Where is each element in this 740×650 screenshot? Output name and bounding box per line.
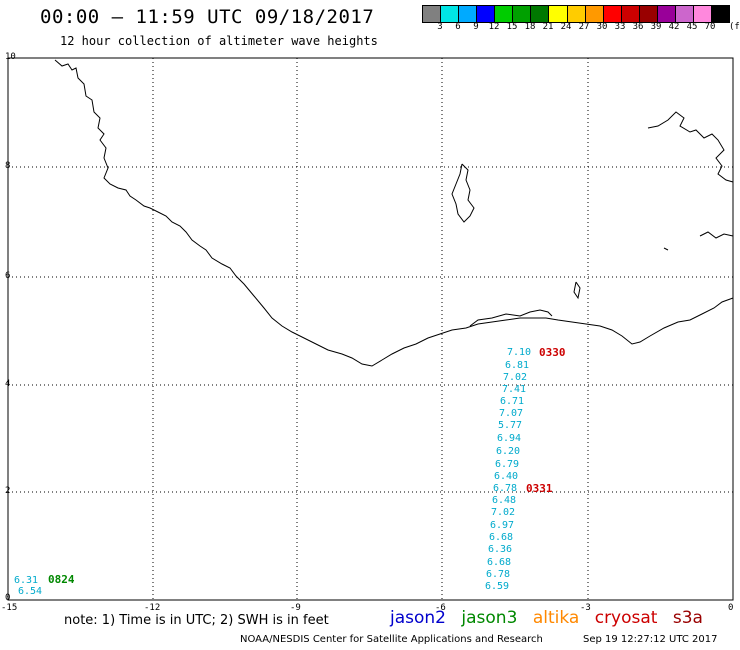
- legend-swatch: [477, 6, 496, 22]
- swh-reading: 6.78: [493, 483, 518, 494]
- legend-label: 39: [650, 22, 662, 32]
- legend-label: 33: [614, 22, 626, 32]
- legend-swatch: [621, 6, 640, 22]
- footnote: note: 1) Time is in UTC; 2) SWH is in fe…: [64, 613, 329, 628]
- legend-swatch: [459, 6, 478, 22]
- swh-reading: 7.07: [499, 408, 524, 419]
- satellite-name: jason3: [461, 608, 518, 628]
- satellite-legend: jason2 jason3 altika cryosat s3a: [390, 608, 713, 628]
- x-axis-label-m3: -3: [580, 603, 591, 613]
- map-title: 00:00 – 11:59 UTC 09/18/2017: [40, 6, 375, 28]
- y-axis-label-0: 0: [5, 593, 11, 603]
- swh-reading: 7.41: [502, 384, 527, 395]
- swh-reading: 6.71: [500, 396, 525, 407]
- coastline: [54, 59, 734, 367]
- pass-time-label: 0331: [526, 482, 553, 495]
- legend-label: 42: [668, 22, 680, 32]
- legend-swatch: [495, 6, 514, 22]
- swh-reading: 6.48: [492, 495, 517, 506]
- swh-reading: 6.79: [495, 459, 520, 470]
- y-axis-label-6: 6: [5, 271, 11, 281]
- legend-label: 21: [542, 22, 554, 32]
- generated-timestamp: Sep 19 12:27:12 UTC 2017: [583, 634, 718, 645]
- y-axis-label-4: 4: [5, 379, 11, 389]
- x-axis-label-m12: -12: [144, 603, 161, 613]
- legend-swatch: [567, 6, 586, 22]
- legend-label: 30: [596, 22, 608, 32]
- x-axis-label-m6: -6: [435, 603, 446, 613]
- legend-swatch: [657, 6, 676, 22]
- swh-reading: 6.94: [497, 433, 522, 444]
- legend-swatch: [423, 6, 442, 22]
- color-legend-labels: 3 6 9 12 15 18 21 24 27 30 33 36 39 42 45 70: [422, 22, 728, 32]
- swh-reading: 7.02: [503, 372, 528, 383]
- swh-reading: 7.10: [507, 347, 532, 358]
- swh-reading: 7.02: [491, 507, 516, 518]
- x-axis-label-m9: -9: [290, 603, 301, 613]
- x-axis-label-0: 0: [728, 603, 734, 613]
- swh-reading: 6.40: [494, 471, 519, 482]
- swh-reading: 6.59: [485, 581, 510, 592]
- legend-unit: (ft): [729, 22, 740, 32]
- satellite-name: jason2: [390, 608, 446, 628]
- swh-reading: 6.31: [14, 575, 39, 586]
- y-axis-label-2: 2: [5, 486, 11, 496]
- satellite-name: cryosat: [594, 608, 658, 628]
- legend-swatch: [603, 6, 622, 22]
- legend-swatch: [693, 6, 712, 22]
- map-subtitle: 12 hour collection of altimeter wave hei…: [60, 34, 378, 48]
- swh-reading: 6.20: [496, 446, 521, 457]
- swh-reading: 5.77: [498, 420, 523, 431]
- map-frame: [7, 57, 734, 601]
- legend-swatch: [441, 6, 460, 22]
- legend-swatch: [531, 6, 550, 22]
- satellite-name: altika: [532, 608, 580, 628]
- legend-swatch: [712, 6, 730, 22]
- legend-swatch: [639, 6, 658, 22]
- legend-label: 9: [473, 22, 479, 32]
- swh-reading: 6.78: [486, 569, 511, 580]
- swh-reading: 6.81: [505, 360, 530, 371]
- satellite-name: s3a: [672, 608, 703, 628]
- y-axis-label-10: 10: [5, 52, 16, 62]
- legend-label: 6: [455, 22, 461, 32]
- swh-reading: 6.36: [488, 544, 513, 555]
- x-axis-label-m15: -15: [1, 603, 18, 613]
- legend-label: 70: [704, 22, 716, 32]
- pass-time-label: 0824: [48, 573, 75, 586]
- credit-line: NOAA/NESDIS Center for Satellite Applica…: [240, 634, 543, 645]
- legend-label: 27: [578, 22, 590, 32]
- legend-swatch: [549, 6, 568, 22]
- swh-reading: 6.54: [18, 586, 43, 597]
- swh-reading: 6.68: [487, 557, 512, 568]
- legend-label: 15: [506, 22, 518, 32]
- swh-reading: 6.68: [489, 532, 514, 543]
- legend-label: 18: [524, 22, 536, 32]
- grid-lines: [8, 58, 733, 600]
- legend-label: 12: [488, 22, 500, 32]
- legend-swatch: [513, 6, 532, 22]
- y-axis-label-8: 8: [5, 161, 11, 171]
- swh-reading: 6.97: [490, 520, 515, 531]
- color-legend: [422, 5, 730, 23]
- legend-swatch: [585, 6, 604, 22]
- legend-label: 45: [686, 22, 698, 32]
- pass-time-label: 0330: [539, 346, 566, 359]
- legend-label: 36: [632, 22, 644, 32]
- legend-label: 3: [437, 22, 443, 32]
- legend-swatch: [675, 6, 694, 22]
- legend-label: 24: [560, 22, 572, 32]
